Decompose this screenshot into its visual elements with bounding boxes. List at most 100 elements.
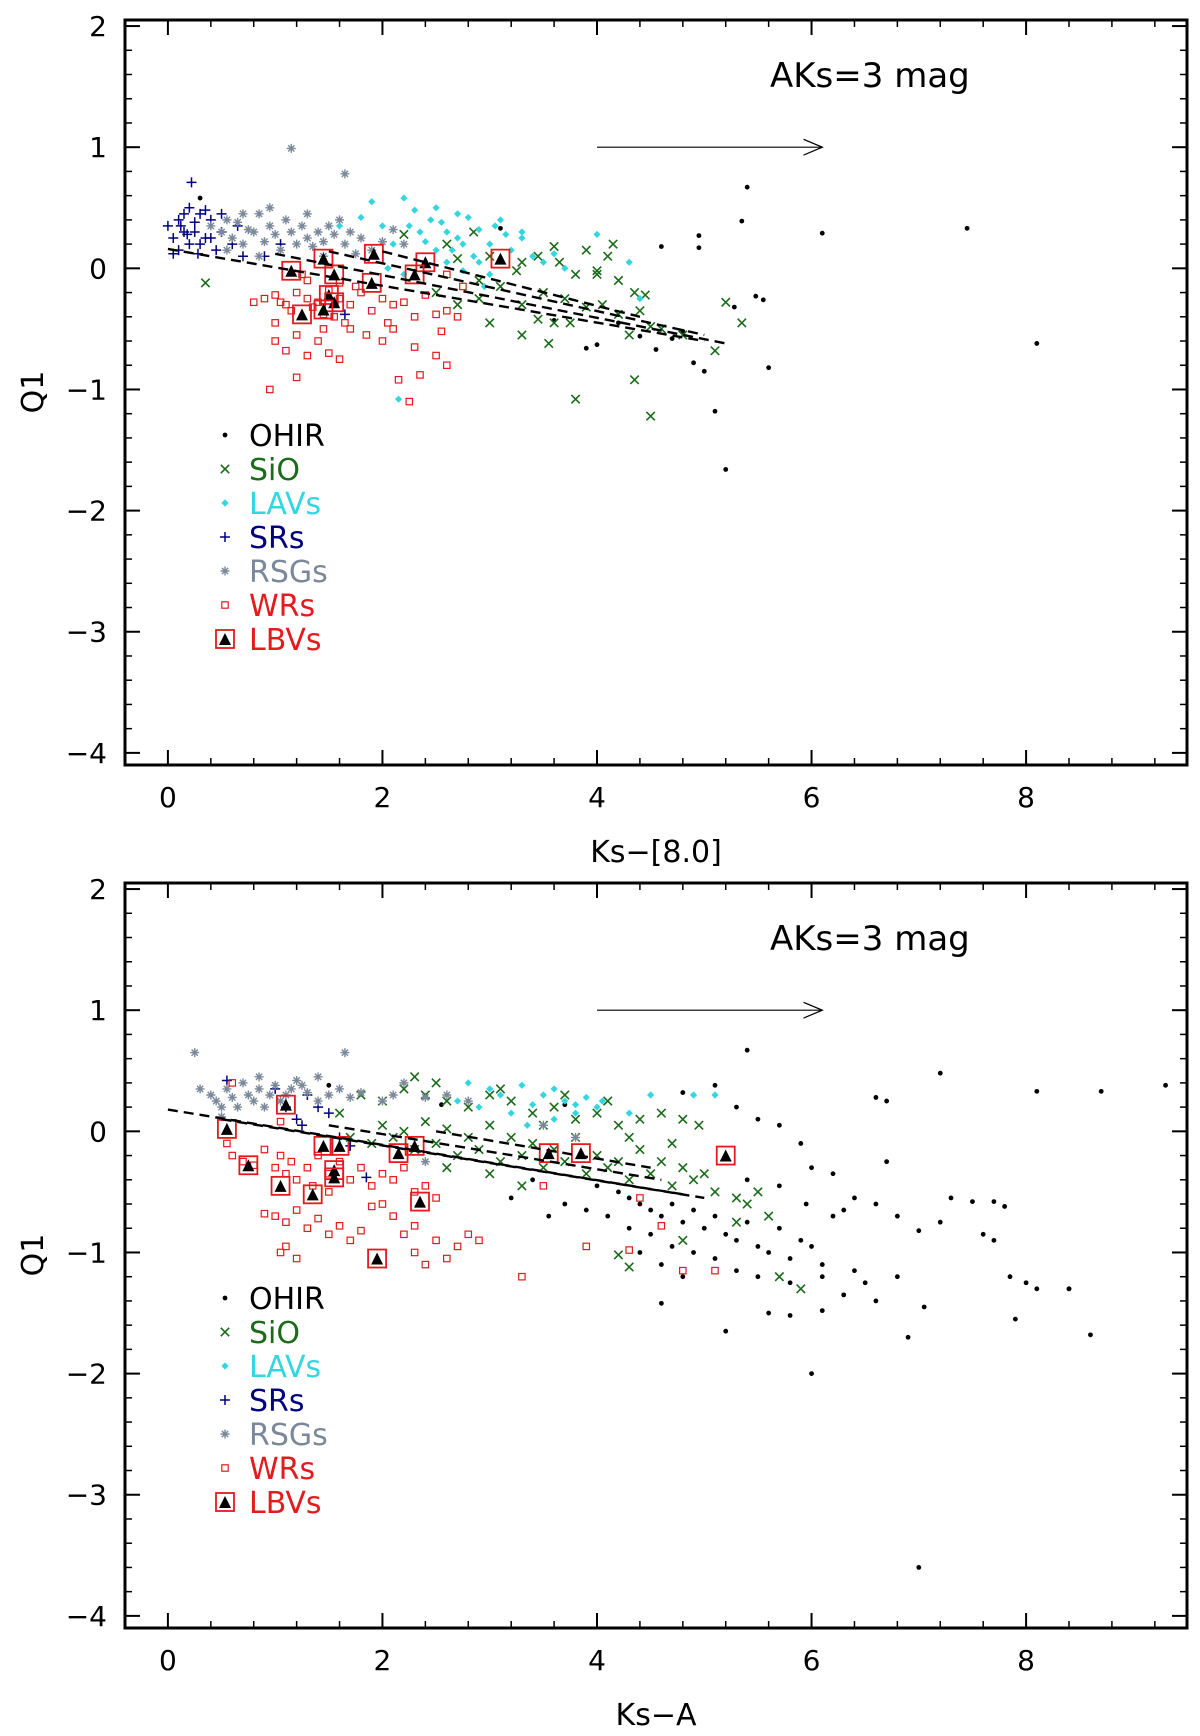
point-ohir (766, 1310, 772, 1316)
point-sio (452, 299, 463, 310)
point-sio (570, 1114, 581, 1124)
y-tick-label: −2 (66, 495, 107, 528)
y-tick-label: 1 (89, 131, 107, 164)
point-lbvs (363, 243, 384, 264)
point-ohir (605, 1213, 611, 1219)
point-wrs (582, 1242, 591, 1251)
series-wrs (249, 270, 467, 406)
point-rsgs (345, 1092, 355, 1102)
point-ohir (884, 1098, 890, 1104)
point-lbvs (324, 1167, 345, 1188)
point-sio (710, 345, 720, 356)
point-wrs (657, 1222, 666, 1230)
point-ohir (637, 333, 643, 339)
point-rsgs (302, 233, 312, 243)
point-wrs (325, 349, 333, 357)
point-lavs (475, 1103, 483, 1111)
point-ohir (819, 230, 825, 236)
point-sio (431, 1138, 441, 1149)
point-ohir (862, 1280, 868, 1286)
point-sio (624, 1262, 634, 1272)
y-tick-label: −3 (66, 1479, 107, 1512)
point-ohir (776, 1122, 782, 1128)
point-rsgs (335, 1084, 345, 1094)
point-wrs (453, 1242, 462, 1251)
point-rsgs (238, 239, 248, 249)
x-tick-label: 4 (588, 1644, 606, 1677)
point-srs (345, 1140, 356, 1151)
point-ohir (852, 1268, 857, 1274)
point-wrs (367, 1202, 376, 1211)
point-rsgs (286, 1084, 296, 1094)
point-sio (420, 1116, 431, 1127)
point-sio (549, 241, 559, 252)
point-sio (399, 229, 409, 240)
reddening-line (274, 252, 726, 345)
point-lavs (459, 240, 467, 248)
point-ohir (766, 1250, 772, 1255)
point-ohir (731, 304, 737, 310)
point-rsgs (259, 237, 269, 247)
series-srs (162, 177, 350, 320)
reddening-line (382, 250, 641, 318)
point-rsgs (217, 1102, 227, 1112)
point-wrs (443, 306, 451, 315)
point-lavs (518, 228, 526, 236)
y-tick-label: −4 (66, 1600, 107, 1633)
series-lbvs (281, 243, 511, 325)
point-lavs (394, 395, 403, 403)
point-rsgs (222, 1084, 232, 1094)
point-sio (635, 1144, 645, 1155)
point-lavs (453, 1097, 462, 1105)
point-wrs (394, 375, 403, 384)
point-rsgs (367, 245, 377, 255)
point-srs (175, 220, 186, 231)
axis-ticks: 0 2 4 6 8 −4 −3 −2 −1 0 1 2 (66, 873, 1187, 1677)
point-wrs (539, 1182, 548, 1190)
point-ohir (970, 1199, 975, 1204)
point-ohir (744, 1177, 750, 1183)
axis-ticks: 0 2 4 6 8 −4 −3 −2 −1 0 1 2 (66, 10, 1187, 814)
point-sio (635, 305, 645, 316)
point-wrs (303, 1163, 312, 1172)
point-sio (517, 257, 527, 268)
point-wrs (443, 1254, 451, 1263)
point-ohir (626, 1225, 632, 1231)
point-sio (527, 1138, 538, 1149)
point-ohir (712, 1082, 718, 1088)
y-tick-label: 2 (89, 10, 107, 43)
point-sio (737, 318, 747, 328)
point-ohir (669, 1201, 675, 1207)
y-tick-label: −3 (66, 616, 107, 649)
reddening-annotation: AKs=3 mag (770, 56, 970, 96)
point-rsgs (206, 221, 216, 231)
point-lavs (443, 228, 451, 236)
point-wrs (292, 1175, 301, 1184)
point-wrs (346, 1175, 355, 1184)
point-lavs (647, 1091, 655, 1099)
point-rsgs (190, 1048, 200, 1058)
reddening-line (328, 1124, 662, 1181)
point-sio (581, 1168, 592, 1179)
point-sio (570, 269, 581, 280)
legend-item-wrs: WRs (221, 589, 315, 624)
point-sio (560, 1090, 570, 1100)
point-sio (549, 1102, 559, 1112)
point-wrs (292, 288, 301, 297)
x-tick-label: 4 (588, 781, 606, 814)
x-tick-label: 8 (1017, 1644, 1035, 1677)
point-ohir (197, 195, 203, 201)
point-rsgs (243, 1090, 253, 1100)
point-srs (216, 208, 227, 219)
legend-label-rsgs: RSGs (249, 555, 328, 590)
point-ohir (669, 1244, 675, 1249)
point-wrs (260, 1209, 269, 1218)
point-wrs (378, 1200, 387, 1208)
point-lavs (689, 1091, 698, 1099)
point-lavs (421, 238, 429, 246)
legend-label-srs: SRs (249, 1384, 305, 1419)
point-sio (645, 411, 656, 421)
point-lavs (593, 230, 601, 239)
point-wrs (367, 1182, 376, 1190)
point-wrs (410, 1248, 419, 1257)
